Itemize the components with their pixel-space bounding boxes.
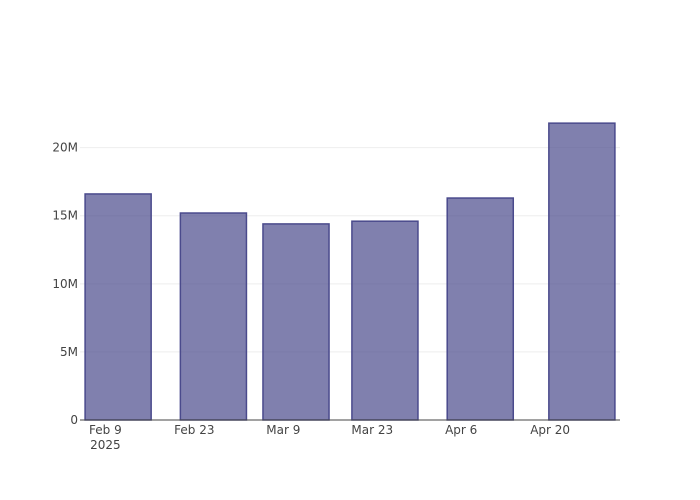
x-tick-label: Apr 6 bbox=[445, 423, 477, 437]
bar bbox=[548, 122, 616, 421]
bar bbox=[179, 212, 248, 421]
bar bbox=[84, 193, 152, 421]
bar bbox=[262, 223, 330, 421]
y-tick-label: 0 bbox=[70, 413, 78, 427]
y-tick-label: 15M bbox=[52, 209, 78, 223]
y-tick-label: 10M bbox=[52, 277, 78, 291]
bar bbox=[446, 197, 515, 421]
y-tick-label: 5M bbox=[60, 345, 78, 359]
x-tick-label: Apr 20 bbox=[530, 423, 570, 437]
y-tick-label: 20M bbox=[52, 141, 78, 155]
x-tick-label: Feb 23 bbox=[174, 423, 214, 437]
x-tick-label: Mar 23 bbox=[351, 423, 393, 437]
x-tick-label: Mar 9 bbox=[266, 423, 300, 437]
bar bbox=[351, 220, 419, 421]
x-tick-label: Feb 9 2025 bbox=[89, 423, 122, 452]
